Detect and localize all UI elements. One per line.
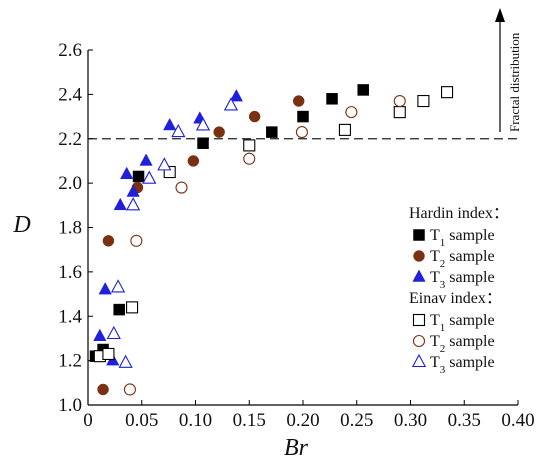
x-axis-title: Br (284, 435, 309, 461)
data-point (126, 197, 141, 211)
legend-entry-label: T2 sample (430, 248, 495, 270)
x-tick-label: 0.35 (448, 410, 481, 431)
data-point (195, 117, 211, 131)
data-point (197, 137, 209, 149)
data-point (118, 354, 133, 368)
data-point (132, 170, 145, 183)
data-point (163, 165, 176, 179)
data-point (243, 152, 256, 165)
fractal-arrowhead-icon (495, 8, 505, 22)
legend-marker (413, 229, 425, 241)
data-point (187, 155, 200, 167)
series-einav-t2 (123, 94, 406, 396)
data-point (213, 126, 225, 138)
data-point (157, 157, 172, 171)
x-ticks: 0 0.05 0.10 0.15 0.20 0.25 0.30 0.35 0.40 (83, 400, 535, 431)
data-point (113, 303, 125, 316)
y-tick-label: 1.0 (58, 395, 82, 416)
data-point (393, 106, 406, 119)
legend-marker (411, 353, 427, 368)
data-point (229, 89, 243, 102)
data-point (98, 282, 112, 295)
data-point (123, 383, 136, 396)
series-hardin-t3 (93, 89, 243, 366)
data-point (139, 153, 153, 166)
series-hardin-t1 (89, 84, 369, 362)
data-point (357, 84, 369, 96)
y-tick-label: 1.8 (58, 218, 82, 239)
data-point (110, 279, 126, 293)
data-point (126, 301, 139, 314)
data-point (97, 383, 109, 396)
data-point (102, 235, 115, 247)
data-point (102, 347, 115, 361)
data-point (295, 126, 308, 139)
legend-marker (412, 269, 426, 282)
data-point (345, 106, 358, 119)
data-point (292, 95, 305, 107)
series-einav-t3 (106, 97, 239, 368)
x-tick-label: 0 (83, 410, 93, 431)
x-tick-label: 0.05 (125, 410, 158, 431)
legend-entry-label: T3 sample (430, 354, 495, 376)
data-point (326, 93, 338, 105)
legend-marker (413, 250, 425, 262)
legend-marker (412, 313, 426, 327)
data-point (248, 110, 261, 123)
legend-entry-label: T3 sample (430, 269, 495, 291)
data-point (130, 234, 143, 247)
series-einav-t1 (93, 86, 454, 363)
data-point (266, 126, 278, 138)
data-point (120, 166, 134, 179)
x-tick-label: 0.20 (286, 410, 319, 431)
data-point (171, 123, 186, 138)
x-tick-label: 0.15 (233, 410, 266, 431)
x-tick-label: 0.10 (179, 410, 212, 431)
legend-marker (412, 334, 426, 348)
fractal-annotation: Fractal distribution (495, 8, 522, 132)
data-point (297, 110, 309, 123)
series-layer (89, 84, 454, 396)
x-tick-label: 0.25 (340, 410, 373, 431)
legend-group-title: Hardin index： (409, 205, 509, 222)
x-tick-label: 0.30 (394, 410, 427, 431)
y-tick-label: 1.2 (58, 351, 82, 372)
data-point (113, 197, 127, 211)
y-ticks: 1.0 1.2 1.4 1.6 1.8 2.0 2.2 2.4 2.6 (58, 40, 93, 416)
data-point (175, 181, 188, 194)
data-point (243, 139, 256, 152)
data-point (126, 184, 140, 197)
data-point (163, 117, 177, 131)
x-tick-label: 0.40 (501, 410, 534, 431)
y-tick-label: 1.4 (58, 306, 82, 327)
data-point (393, 94, 406, 108)
data-point (338, 123, 351, 136)
fractal-distribution-label: Fractal distribution (507, 32, 522, 132)
data-point (417, 94, 430, 108)
legend-entry-label: T1 sample (430, 227, 495, 249)
y-axis-title: D (12, 212, 30, 238)
data-point (223, 97, 239, 111)
legend-group-title: Einav index： (409, 290, 502, 307)
y-tick-label: 2.2 (58, 129, 82, 150)
data-point (142, 170, 157, 184)
data-point (440, 86, 454, 99)
data-point (106, 325, 121, 340)
legend-entry-label: T1 sample (430, 312, 495, 334)
y-tick-label: 2.6 (58, 40, 82, 61)
y-tick-label: 2.4 (58, 84, 82, 105)
data-point (93, 328, 107, 341)
y-tick-label: 1.6 (58, 262, 82, 283)
y-tick-label: 2.0 (58, 173, 82, 194)
legend-entry-label: T2 sample (430, 333, 495, 355)
